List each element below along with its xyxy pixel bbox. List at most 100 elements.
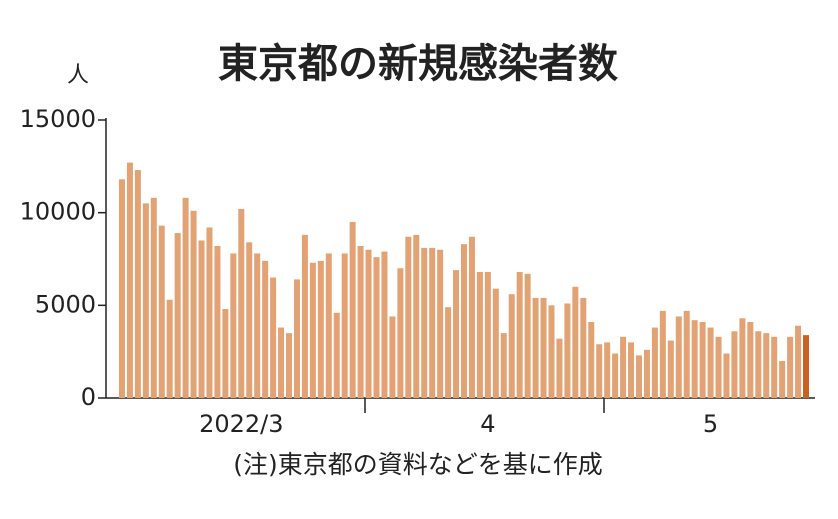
bar — [683, 310, 690, 398]
x-tick-label: 5 — [703, 410, 718, 438]
x-tick-label: 2022/3 — [199, 410, 283, 438]
bar — [365, 249, 372, 398]
bar — [182, 197, 189, 398]
bar — [238, 208, 245, 398]
bar — [532, 297, 539, 398]
bar — [699, 322, 706, 398]
bar — [118, 179, 125, 398]
callout-box — [563, 113, 803, 226]
y-tick-label: 5000 — [35, 290, 96, 318]
bar — [500, 333, 507, 398]
callout-unit: 人 — [736, 139, 770, 179]
bar — [508, 294, 515, 398]
bar — [739, 318, 746, 398]
bar — [516, 271, 523, 398]
bar — [278, 327, 285, 398]
bar — [596, 344, 603, 398]
bar — [357, 246, 364, 398]
bar — [675, 316, 682, 398]
bar — [262, 260, 269, 398]
bar — [429, 247, 436, 398]
bar — [803, 335, 810, 398]
bar — [270, 277, 277, 398]
bar — [166, 299, 173, 398]
bar — [556, 338, 563, 398]
bar — [230, 253, 237, 398]
y-unit: 人 — [67, 63, 89, 88]
bar — [651, 327, 658, 398]
bar — [222, 309, 229, 398]
bar — [763, 333, 770, 398]
bar — [134, 170, 141, 398]
callout-date: (5月26日) — [608, 181, 758, 216]
bar — [214, 246, 221, 398]
bar — [246, 242, 253, 398]
bar — [795, 325, 802, 398]
bar — [158, 225, 165, 398]
bar — [476, 271, 483, 398]
bar — [286, 333, 293, 398]
bar — [293, 279, 300, 398]
bar — [731, 331, 738, 398]
y-tick-label: 10000 — [20, 198, 96, 226]
bar — [659, 310, 666, 398]
bar — [747, 322, 754, 398]
bar — [604, 342, 611, 398]
bar — [198, 240, 205, 398]
bar — [453, 270, 460, 398]
bar — [405, 236, 412, 398]
y-tick-label: 15000 — [20, 105, 96, 133]
bar — [667, 340, 674, 398]
bar — [174, 233, 181, 398]
bar — [628, 342, 635, 398]
bar — [468, 236, 475, 398]
bar — [413, 234, 420, 398]
bar — [437, 249, 444, 398]
bar — [333, 312, 340, 398]
bar — [445, 307, 452, 398]
bar — [126, 162, 133, 398]
bar — [309, 262, 316, 398]
bar — [691, 320, 698, 398]
bar — [580, 297, 587, 398]
bar — [341, 253, 348, 398]
bar — [317, 260, 324, 398]
bar — [771, 336, 778, 398]
callout-value: 3391人 — [580, 124, 770, 189]
bar — [707, 327, 714, 398]
bar — [588, 322, 595, 398]
bar — [389, 316, 396, 398]
bar — [755, 331, 762, 398]
bar — [484, 271, 491, 398]
bar — [142, 203, 149, 398]
bar — [421, 247, 428, 398]
bar — [635, 355, 642, 398]
bar — [397, 268, 404, 398]
bar — [301, 234, 308, 398]
bar — [548, 305, 555, 398]
bar — [150, 197, 157, 398]
bar — [572, 286, 579, 398]
bar — [779, 360, 786, 398]
bar — [787, 336, 794, 398]
bar — [643, 349, 650, 398]
bar — [349, 221, 356, 398]
bar — [190, 210, 197, 398]
bar — [612, 353, 619, 398]
bar — [325, 253, 332, 398]
bar — [254, 253, 261, 398]
bar — [206, 227, 213, 398]
bar — [524, 273, 531, 398]
bar — [373, 257, 380, 398]
y-tick-label: 0 — [81, 383, 96, 411]
bar — [723, 353, 730, 398]
bar — [461, 244, 467, 398]
bar — [564, 303, 571, 398]
note: (注)東京都の資料などを基に作成 — [233, 450, 603, 479]
x-tick-label: 4 — [480, 410, 495, 438]
bar — [540, 297, 547, 398]
bar — [620, 336, 627, 398]
bar — [381, 251, 388, 398]
bar — [715, 336, 722, 398]
